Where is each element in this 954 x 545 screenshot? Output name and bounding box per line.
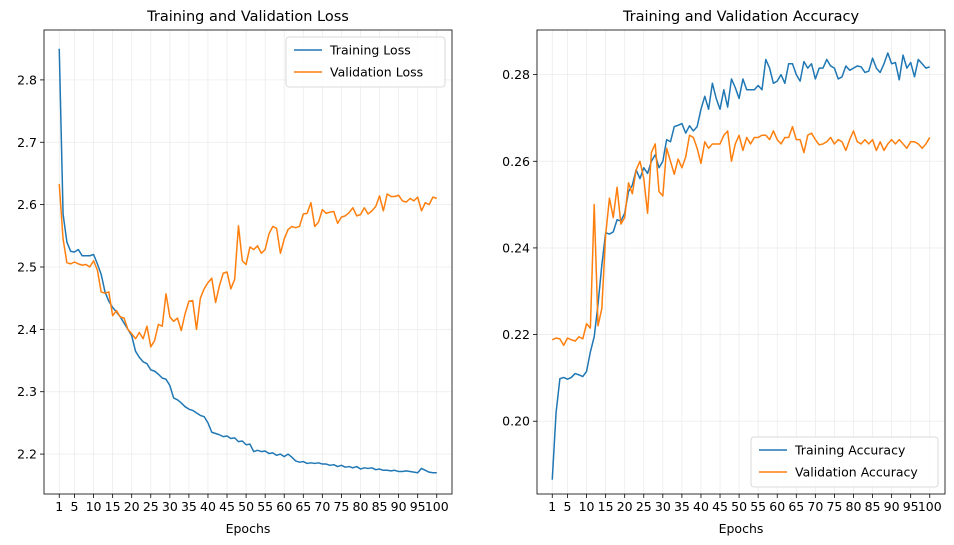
y-tick-label: 2.5 [17,259,37,274]
series-line-validation-accuracy [551,125,931,347]
x-tick-label: 1 [548,499,556,514]
x-tick-label: 55 [750,499,766,514]
x-tick-label: 85 [372,499,388,514]
loss-chart: 1 5 10 15 20 25 30 35 40 45 50 55 60 65 70 75 80 85 90 95 10… [17,9,453,536]
y-tick-label: 2.4 [17,322,37,337]
legend-box [285,36,446,88]
x-tick-label: 100 [425,499,449,514]
x-tick-label: 70 [314,499,330,514]
x-tick-label: 90 [391,499,407,514]
x-tick-label: 60 [769,499,785,514]
x-tick-label: 40 [693,499,709,514]
x-tick-label: 75 [826,499,842,514]
plot-frame [43,29,453,495]
legend: Training Accuracy Validation Accuracy [750,436,939,488]
legend-label: Training Loss [329,43,411,58]
x-tick-label: 65 [788,499,804,514]
x-tick-label: 80 [353,499,369,514]
x-tick-label: 90 [884,499,900,514]
x-tick-label: 40 [200,499,216,514]
x-tick-label: 55 [257,499,273,514]
x-tick-label: 45 [219,499,235,514]
x-axis-label: Epochs [719,521,764,536]
x-tick-label: 95 [903,499,919,514]
x-tick-label: 5 [564,499,572,514]
x-tick-label: 10 [86,499,102,514]
x-tick-label: 50 [731,499,747,514]
series-line-training-loss [58,48,437,474]
x-tick-label: 20 [617,499,633,514]
x-tick-label: 50 [238,499,254,514]
plot-frame [536,29,946,495]
y-tick-label: 2.6 [17,197,37,212]
y-tick-label: 0.28 [502,67,530,82]
x-tick-label: 60 [276,499,292,514]
x-tick-label: 15 [105,499,121,514]
chart-title: Training and Validation Loss [146,9,349,25]
y-tick-label: 0.22 [502,327,530,342]
y-tick-label: 0.20 [502,414,530,429]
x-tick-label: 35 [674,499,690,514]
y-tick-label: 2.3 [17,384,37,399]
series-line-training-accuracy [551,52,930,480]
x-tick-label: 95 [410,499,426,514]
x-tick-label: 25 [636,499,652,514]
y-tick-label: 2.2 [17,447,37,462]
y-tick-label: 2.8 [17,72,37,87]
x-tick-label: 10 [579,499,595,514]
x-tick-label: 25 [143,499,159,514]
x-tick-label: 100 [918,499,942,514]
x-tick-label: 1 [55,499,63,514]
x-tick-label: 30 [162,499,178,514]
grid [537,30,945,494]
legend: Training Loss Validation Loss [285,36,446,88]
y-tick-label: 0.24 [502,240,530,255]
legend-box [750,436,939,488]
legend-label: Training Accuracy [794,443,906,458]
x-tick-label: 5 [71,499,79,514]
x-tick-label: 35 [181,499,197,514]
x-tick-label: 30 [655,499,671,514]
grid [44,30,452,494]
x-tick-label: 70 [807,499,823,514]
x-axis-label: Epochs [226,521,271,536]
x-tick-label: 65 [295,499,311,514]
x-tick-label: 75 [333,499,349,514]
series-line-validation-loss [58,183,437,348]
legend-label: Validation Loss [330,65,423,80]
x-tick-label: 45 [712,499,728,514]
x-tick-label: 15 [598,499,614,514]
y-tick-label: 2.7 [17,135,37,150]
legend-label: Validation Accuracy [795,465,918,480]
x-tick-label: 85 [865,499,881,514]
x-tick-label: 80 [846,499,862,514]
chart-title: Training and Validation Accuracy [622,9,860,25]
accuracy-chart: 1 5 10 15 20 25 30 35 40 45 50 55 60 65 70 75 80 85 90 95 10… [502,9,946,536]
x-tick-label: 20 [124,499,140,514]
y-tick-label: 0.26 [502,154,530,169]
